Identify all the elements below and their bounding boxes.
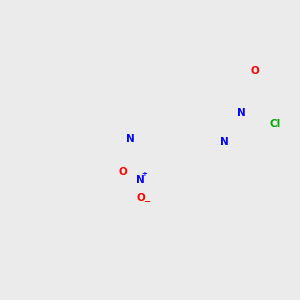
Text: N: N — [126, 134, 135, 144]
Text: +: + — [142, 171, 148, 177]
Text: −: − — [143, 197, 150, 206]
Text: O: O — [119, 167, 128, 177]
Text: N: N — [136, 175, 145, 185]
Text: O: O — [136, 193, 145, 202]
Text: N: N — [237, 108, 246, 118]
Text: Cl: Cl — [269, 119, 280, 129]
Text: O: O — [250, 66, 259, 76]
Text: N: N — [220, 137, 229, 147]
